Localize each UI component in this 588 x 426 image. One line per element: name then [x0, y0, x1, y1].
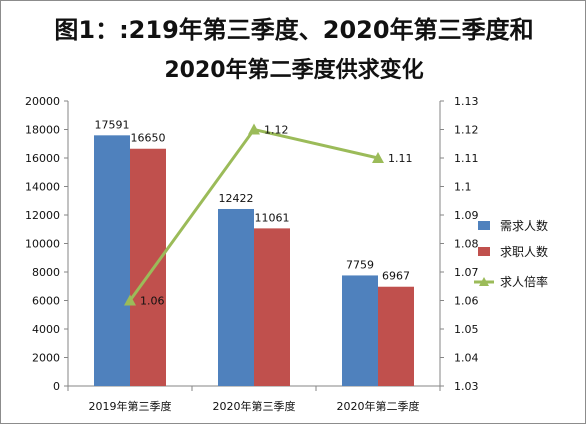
bar-2 [254, 228, 290, 386]
left-y-tick-label: 6000 [32, 295, 60, 308]
right-y-tick-label: 1.1 [454, 181, 472, 194]
legend-label-ratio: 求人倍率 [500, 274, 548, 289]
left-y-tick-label: 18000 [25, 124, 60, 137]
bar-2 [378, 286, 414, 386]
legend-label-supply: 求职人数 [500, 244, 548, 259]
right-y-tick-label: 1.11 [454, 152, 479, 165]
right-y-tick-label: 1.12 [454, 124, 479, 137]
left-y-tick-label: 16000 [25, 152, 60, 165]
ratio-point [372, 152, 384, 163]
right-y-tick-label: 1.13 [454, 95, 479, 108]
ratio-data-label: 1.06 [140, 295, 165, 308]
left-y-tick-label: 4000 [32, 323, 60, 336]
ratio-data-label: 1.11 [388, 152, 413, 165]
ratio-data-label: 1.12 [264, 124, 289, 137]
left-y-tick-label: 20000 [25, 95, 60, 108]
legend-swatch-ratio-marker [479, 277, 489, 286]
bar-data-label: 17591 [95, 118, 130, 131]
x-tick-label: 2020年第三季度 [213, 399, 296, 413]
legend-swatch-demand [478, 221, 490, 230]
bar-1 [218, 208, 254, 386]
right-y-tick-label: 1.05 [454, 323, 479, 336]
legend-swatch-supply [478, 247, 490, 256]
bar-data-label: 11061 [255, 211, 290, 224]
left-y-tick-label: 0 [53, 380, 60, 393]
left-y-tick-label: 12000 [25, 209, 60, 222]
legend-label-demand: 需求人数 [500, 218, 548, 233]
chart-title-line-1: 图1：:219年第三季度、2020年第三季度和 [54, 16, 534, 44]
right-y-tick-label: 1.03 [454, 380, 479, 393]
ratio-point [248, 123, 260, 135]
right-y-tick-label: 1.08 [454, 238, 479, 251]
bar-1 [94, 135, 130, 386]
right-y-tick-label: 1.04 [454, 352, 479, 365]
left-y-tick-label: 2000 [32, 352, 60, 365]
bar-1 [342, 275, 378, 386]
x-tick-label: 2020年第二季度 [337, 399, 420, 413]
bar-data-label: 16650 [131, 132, 166, 145]
bar-2 [130, 148, 166, 386]
left-y-tick-label: 8000 [32, 266, 60, 279]
right-y-tick-label: 1.09 [454, 209, 479, 222]
x-tick-label: 2019年第三季度 [89, 399, 172, 413]
left-y-tick-label: 10000 [25, 238, 60, 251]
ratio-point [124, 294, 136, 306]
bar-data-label: 6967 [382, 270, 410, 283]
right-y-tick-label: 1.06 [454, 295, 479, 308]
right-y-tick-label: 1.07 [454, 266, 479, 279]
chart-title-line-2: 2020年第二季度供求变化 [164, 58, 424, 83]
bar-data-label: 12422 [219, 192, 254, 205]
left-y-tick-label: 14000 [25, 181, 60, 194]
bar-data-label: 7759 [346, 258, 374, 271]
